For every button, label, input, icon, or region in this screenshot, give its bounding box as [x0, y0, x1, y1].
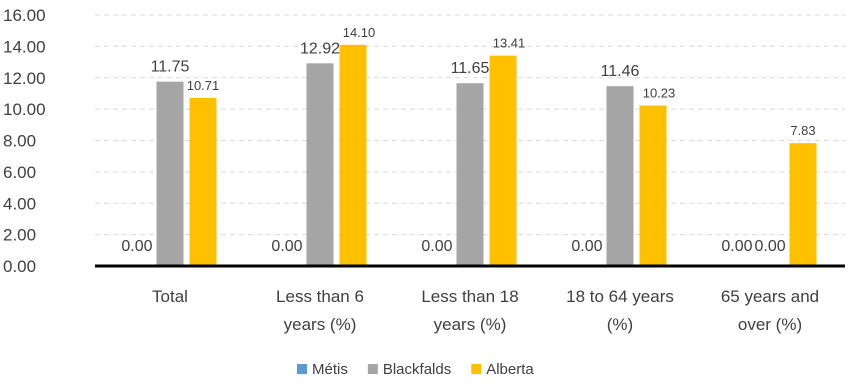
x-tick-label: Less than 6 — [276, 287, 364, 306]
y-tick-label: 10.00 — [3, 100, 46, 119]
data-label: 0.00 — [421, 238, 452, 255]
bar-blackfalds — [606, 86, 634, 266]
x-tick-label: 65 years and — [721, 287, 819, 306]
y-tick-label: 6.00 — [3, 163, 36, 182]
bar-alberta — [789, 143, 817, 266]
y-tick-label: 12.00 — [3, 69, 46, 88]
gridlines — [95, 14, 845, 236]
y-tick-label: 14.00 — [3, 37, 46, 56]
data-label: 0.00 — [571, 238, 602, 255]
data-label: 7.83 — [790, 123, 815, 138]
y-axis: 0.00 2.00 4.00 6.00 8.00 10.00 12.00 14.00 16.00 — [3, 6, 46, 276]
bar-blackfalds — [156, 81, 184, 266]
legend-swatch — [297, 364, 307, 374]
x-tick-label: (%) — [607, 315, 633, 334]
y-tick-label: 8.00 — [3, 132, 36, 151]
bar-alberta — [189, 97, 217, 266]
data-label: 11.65 — [451, 60, 490, 77]
y-tick-label: 2.00 — [3, 226, 36, 245]
bar-blackfalds — [456, 83, 484, 266]
legend-swatch — [471, 364, 482, 374]
bar-blackfalds — [306, 63, 334, 266]
x-tick-label: Less than 18 — [421, 287, 518, 306]
bar-alberta — [339, 44, 367, 267]
x-tick-label: years (%) — [284, 315, 357, 334]
y-tick-label: 0.00 — [3, 257, 36, 276]
y-tick-label: 16.00 — [3, 6, 46, 25]
data-label: 14.10 — [343, 25, 376, 40]
bar-alberta — [639, 105, 667, 266]
bar-alberta — [489, 55, 517, 266]
data-label: 0.00 — [271, 238, 302, 255]
x-tick-label: years (%) — [434, 315, 507, 334]
data-label: 13.41 — [493, 36, 526, 51]
x-tick-label: Total — [152, 287, 188, 306]
data-label: 0.00 — [721, 238, 752, 255]
legend-label: Alberta — [486, 361, 534, 378]
legend-swatch — [367, 364, 378, 374]
data-label: 0.00 — [755, 238, 786, 255]
x-tick-label: 18 to 64 years — [566, 287, 674, 306]
data-label: 11.75 — [151, 59, 190, 76]
x-tick-label: over (%) — [738, 315, 802, 334]
data-label: 10.71 — [187, 78, 220, 93]
data-label: 10.23 — [643, 86, 676, 101]
data-label: 12.92 — [300, 40, 340, 57]
x-axis: Total Less than 6 years (%) Less than 18 yea… — [95, 264, 845, 334]
data-label: 0.00 — [121, 238, 152, 255]
data-label: 11.46 — [601, 63, 640, 80]
legend-label: Blackfalds — [383, 361, 451, 378]
bars — [156, 44, 817, 267]
y-tick-label: 4.00 — [3, 194, 36, 213]
legend: Métis Blackfalds Alberta — [297, 361, 534, 378]
legend-label: Métis — [312, 361, 348, 378]
